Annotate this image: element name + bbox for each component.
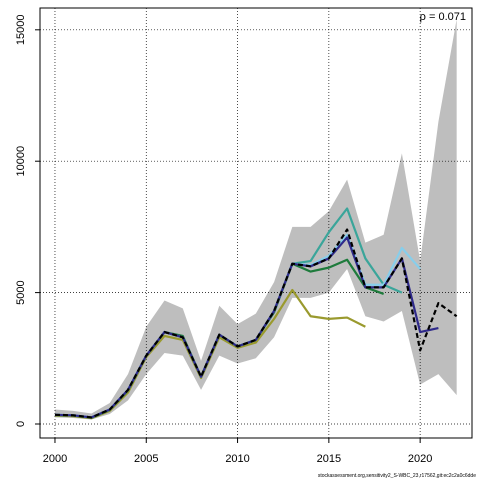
y-tick-label: 10000 xyxy=(15,146,27,177)
y-tick-label: 15000 xyxy=(15,15,27,46)
footer: stockassessment.org,sensitivity2_S-WBC_2… xyxy=(318,473,476,479)
y-tick-label: 5000 xyxy=(15,280,27,304)
annotation: ρ = 0.071 xyxy=(420,11,466,23)
x-tick-label: 2015 xyxy=(317,453,341,465)
series-line xyxy=(54,228,458,419)
confidence-band xyxy=(54,19,457,420)
plot-frame xyxy=(39,7,473,439)
y-tick-label: 0 xyxy=(15,421,27,427)
x-tick-label: 2005 xyxy=(134,453,158,465)
x-tick-label: 2000 xyxy=(43,453,67,465)
x-tick-label: 2010 xyxy=(225,453,249,465)
x-tick-label: 2020 xyxy=(408,453,432,465)
